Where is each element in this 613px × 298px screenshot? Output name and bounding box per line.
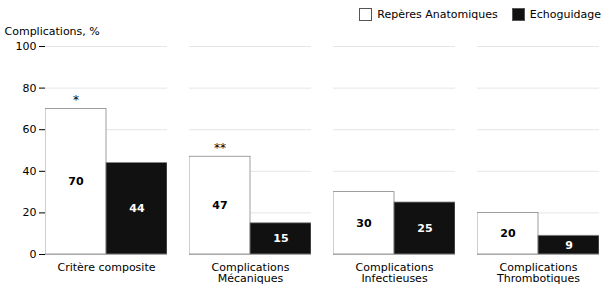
html-text:Echoguidage: Echoguidage — [529, 7, 601, 21]
svg-text:80: 80 — [23, 82, 37, 95]
svg-text:**: ** — [214, 141, 226, 155]
svg-text:40: 40 — [23, 165, 37, 178]
svg-text:47: 47 — [212, 199, 227, 212]
svg-text:*: * — [73, 93, 79, 107]
svg-text:9: 9 — [565, 239, 573, 252]
svg-text:44: 44 — [129, 202, 145, 215]
svg-text:0: 0 — [30, 248, 37, 261]
svg-text:15: 15 — [273, 232, 288, 245]
svg-text:20: 20 — [23, 206, 37, 219]
svg-text:100: 100 — [16, 40, 37, 53]
svg-text:60: 60 — [23, 123, 37, 136]
svg-text:Critère composite: Critère composite — [58, 261, 156, 274]
svg-text:ComplicationsThrombotiques: ComplicationsThrombotiques — [496, 261, 580, 285]
svg-text:30: 30 — [356, 217, 372, 230]
svg-text:ComplicationsMécaniques: ComplicationsMécaniques — [212, 261, 290, 285]
svg-text:70: 70 — [68, 175, 84, 188]
svg-text:ComplicationsInfectieuses: ComplicationsInfectieuses — [356, 261, 434, 285]
html-text:Repères Anatomiques: Repères Anatomiques — [377, 7, 498, 21]
svg-text:20: 20 — [500, 227, 516, 240]
svg-text:25: 25 — [417, 222, 432, 235]
svg-text:Complications, %: Complications, % — [5, 25, 100, 38]
